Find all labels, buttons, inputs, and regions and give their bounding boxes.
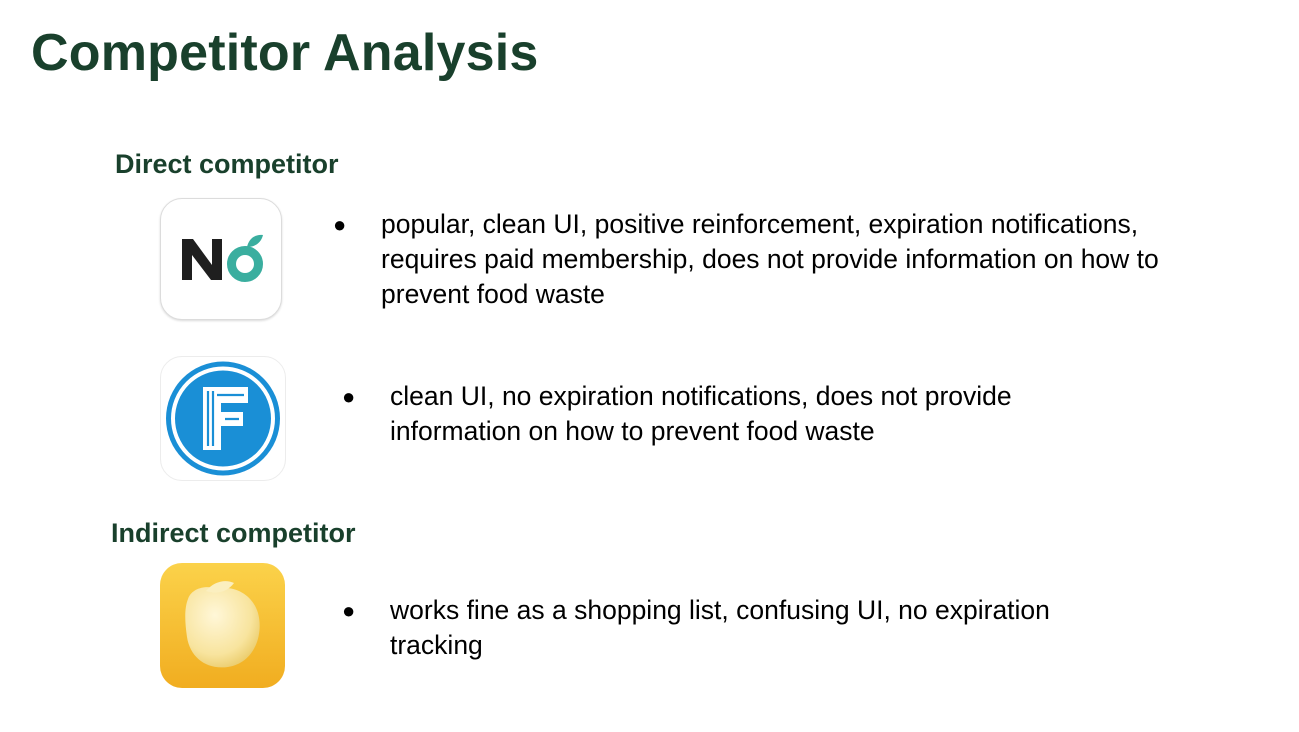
bullet-icon: ● [342, 598, 356, 623]
indirect-competitor-heading: Indirect competitor [111, 518, 356, 548]
competitor-2-description: clean UI, no expiration notifications, d… [390, 381, 1012, 446]
competitor-1-bullet: ● popular, clean UI, positive reinforcem… [333, 207, 1213, 312]
nowaste-app-icon [160, 198, 282, 320]
competitor-1-description: popular, clean UI, positive reinforcemen… [381, 209, 1159, 309]
direct-competitor-heading: Direct competitor [115, 149, 339, 179]
fridge-app-icon [160, 356, 286, 481]
bullet-icon: ● [342, 384, 356, 409]
competitor-3-bullet: ● works fine as a shopping list, confusi… [342, 593, 1142, 663]
bullet-icon: ● [333, 212, 347, 237]
lemon-app-icon [160, 563, 285, 688]
slide-title: Competitor Analysis [31, 24, 539, 82]
competitor-3-description: works fine as a shopping list, confusing… [390, 595, 1050, 660]
competitor-2-bullet: ● clean UI, no expiration notifications,… [342, 379, 1102, 449]
